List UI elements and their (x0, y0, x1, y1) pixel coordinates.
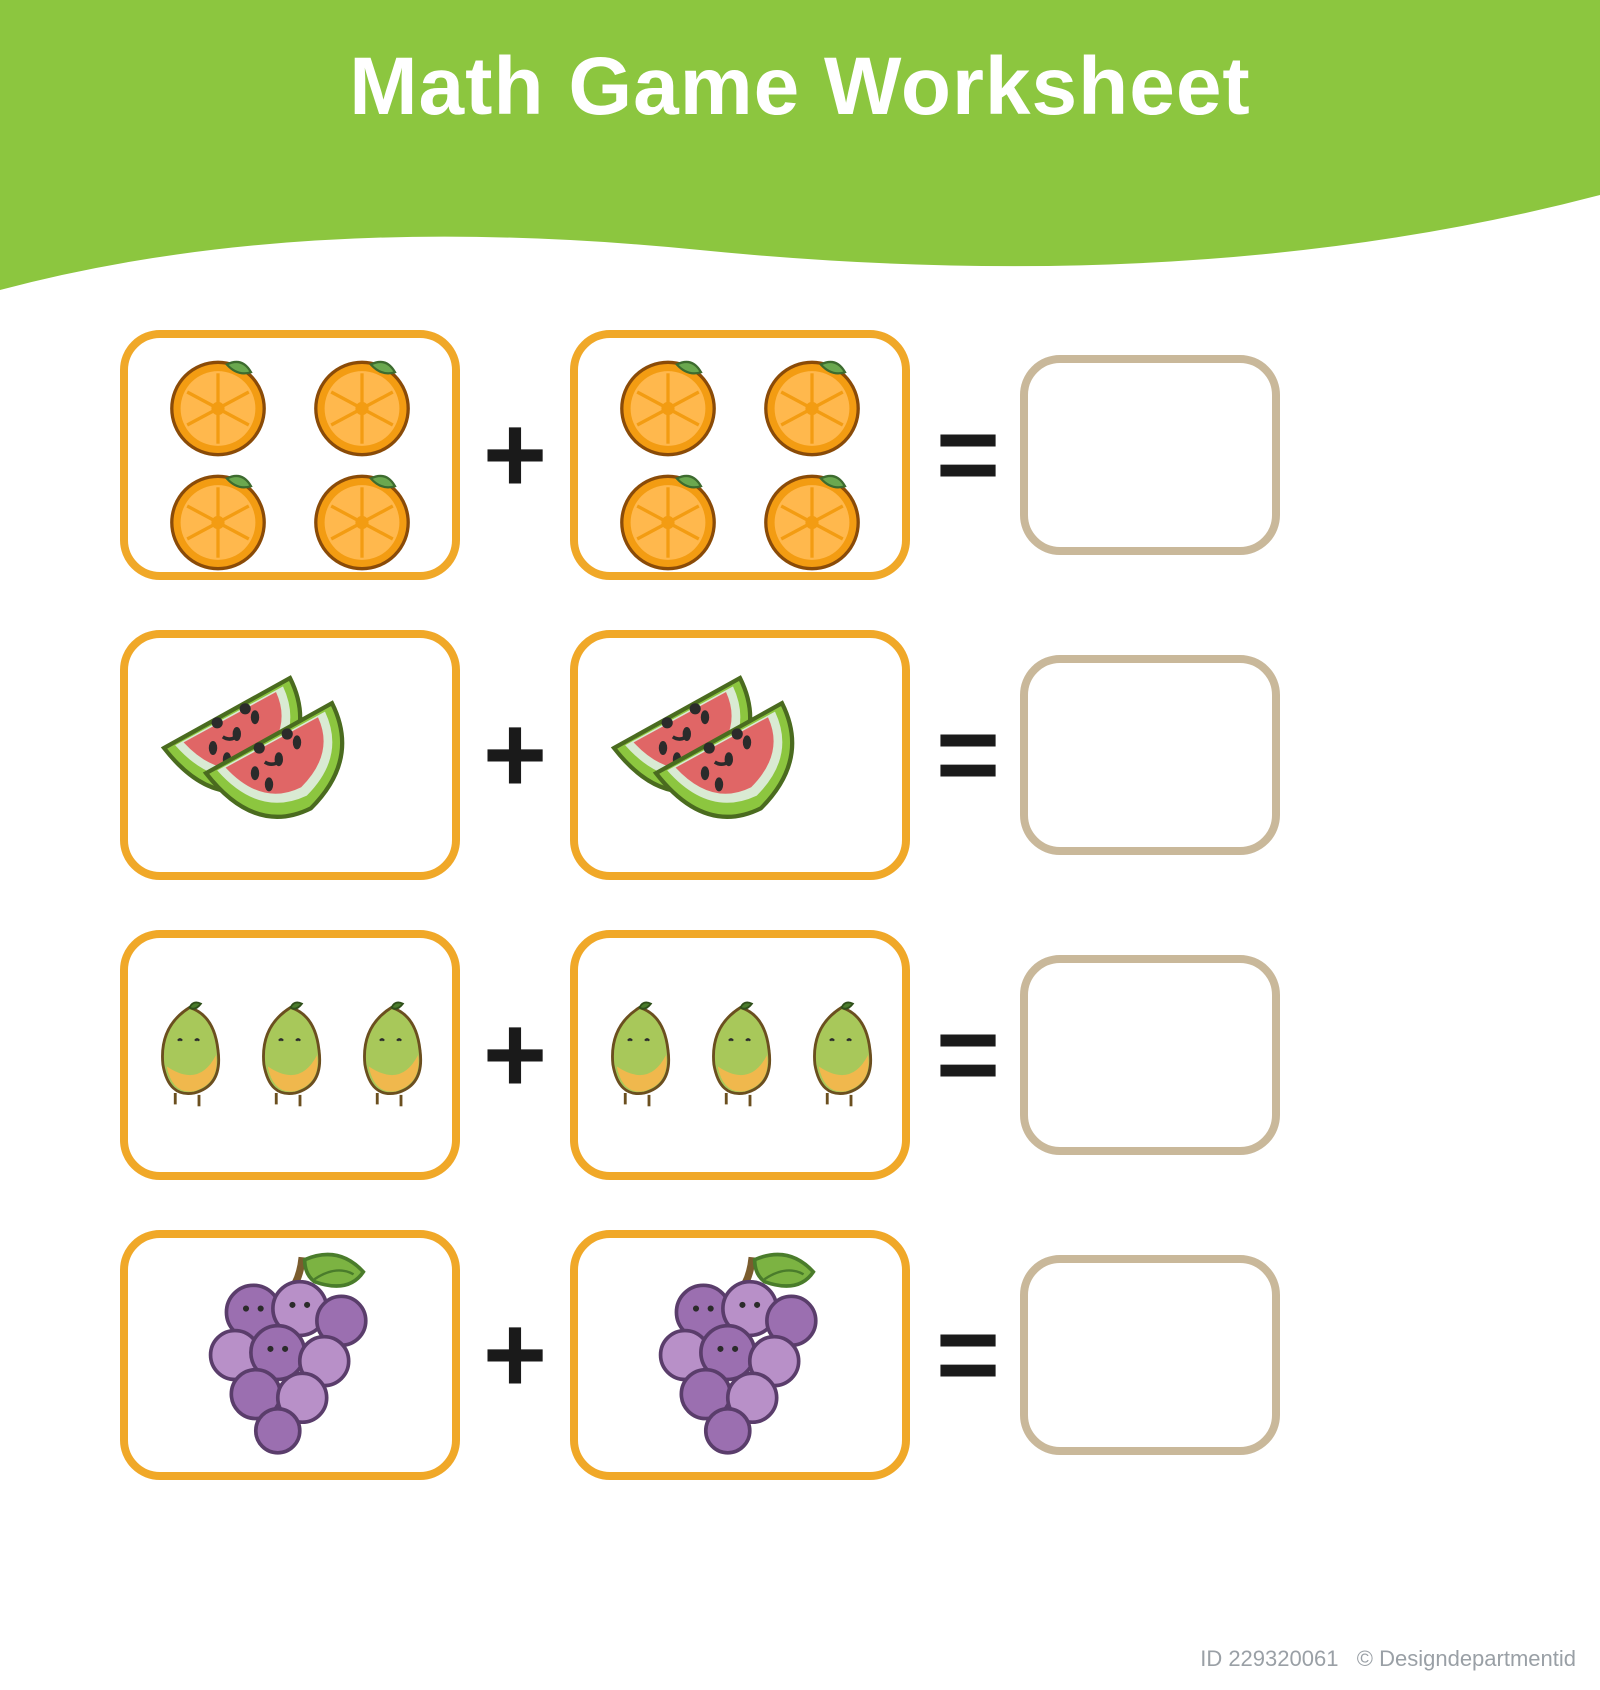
plus-operator: + (460, 700, 570, 810)
operand-card-right (570, 1230, 910, 1480)
operand-card-left (120, 630, 460, 880)
answer-box[interactable] (1020, 655, 1280, 855)
watermelon-icon (590, 650, 890, 860)
equation-row-2: += (120, 630, 1480, 880)
mango-icon (592, 985, 687, 1125)
mango-group (578, 938, 902, 1172)
watermelon-icon (140, 650, 440, 860)
mango-icon (794, 985, 889, 1125)
mango-group (128, 938, 452, 1172)
plus-operator: + (460, 1300, 570, 1410)
plus-operator: + (460, 400, 570, 510)
orange-icon (148, 348, 288, 458)
orange-icon (292, 348, 432, 458)
watermark: ID 229320061 © Designdepartmentid (1200, 1646, 1576, 1672)
orange-icon (598, 348, 738, 458)
orange-icon (742, 348, 882, 458)
answer-box[interactable] (1020, 1255, 1280, 1455)
equation-row-1: += (120, 330, 1480, 580)
orange-icon (292, 462, 432, 572)
operand-card-left (120, 1230, 460, 1480)
equals-operator: = (910, 1000, 1020, 1110)
equals-operator: = (910, 400, 1020, 510)
answer-box[interactable] (1020, 355, 1280, 555)
worksheet-body: +=+=+=+= (120, 330, 1480, 1480)
watermelon-group (578, 638, 902, 872)
operand-card-right (570, 930, 910, 1180)
grapes-icon (180, 1245, 400, 1465)
equation-row-3: += (120, 930, 1480, 1180)
orange-icon (742, 462, 882, 572)
orange-group (578, 338, 902, 572)
operand-card-left (120, 930, 460, 1180)
orange-group (128, 338, 452, 572)
grapes-icon (630, 1245, 850, 1465)
worksheet-title: Math Game Worksheet (0, 40, 1600, 134)
operand-card-right (570, 330, 910, 580)
grapes-group (128, 1238, 452, 1472)
plus-operator: + (460, 1000, 570, 1110)
equation-row-4: += (120, 1230, 1480, 1480)
orange-icon (148, 462, 288, 572)
header-banner: Math Game Worksheet (0, 0, 1600, 300)
operand-card-right (570, 630, 910, 880)
answer-box[interactable] (1020, 955, 1280, 1155)
equals-operator: = (910, 700, 1020, 810)
mango-icon (243, 985, 338, 1125)
operand-card-left (120, 330, 460, 580)
watermelon-group (128, 638, 452, 872)
orange-icon (598, 462, 738, 572)
grapes-group (578, 1238, 902, 1472)
mango-icon (693, 985, 788, 1125)
mango-icon (142, 985, 237, 1125)
mango-icon (344, 985, 439, 1125)
equals-operator: = (910, 1300, 1020, 1410)
